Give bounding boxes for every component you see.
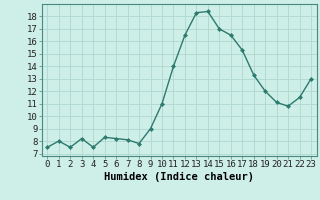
X-axis label: Humidex (Indice chaleur): Humidex (Indice chaleur) (104, 172, 254, 182)
